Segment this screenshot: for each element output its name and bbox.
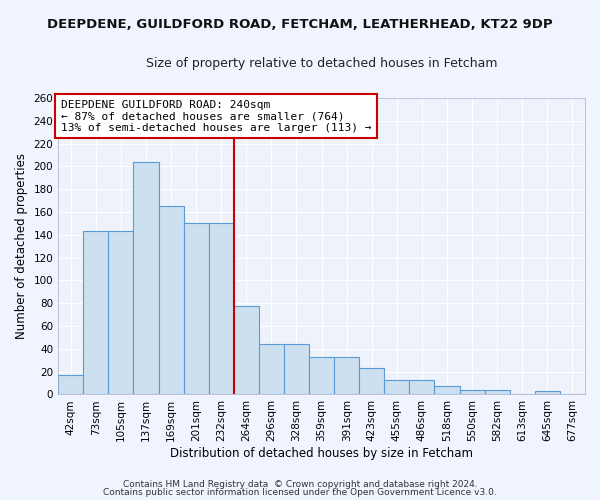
Bar (209, 224, 234, 394)
Bar (309, 357, 334, 395)
Y-axis label: Number of detached properties: Number of detached properties (15, 154, 28, 340)
Bar (234, 306, 259, 394)
Text: Contains HM Land Registry data  © Crown copyright and database right 2024.: Contains HM Land Registry data © Crown c… (122, 480, 478, 489)
Bar (133, 162, 158, 394)
Bar (460, 390, 485, 394)
Bar (109, 232, 133, 394)
Bar (83, 232, 109, 394)
X-axis label: Distribution of detached houses by size in Fetcham: Distribution of detached houses by size … (170, 447, 473, 460)
Text: DEEPDENE GUILDFORD ROAD: 240sqm
← 87% of detached houses are smaller (764)
13% o: DEEPDENE GUILDFORD ROAD: 240sqm ← 87% of… (61, 100, 371, 132)
Text: DEEPDENE, GUILDFORD ROAD, FETCHAM, LEATHERHEAD, KT22 9DP: DEEPDENE, GUILDFORD ROAD, FETCHAM, LEATH… (47, 18, 553, 30)
Text: Contains public sector information licensed under the Open Government Licence v3: Contains public sector information licen… (103, 488, 497, 497)
Bar (259, 344, 284, 395)
Title: Size of property relative to detached houses in Fetcham: Size of property relative to detached ho… (146, 58, 497, 70)
Bar (385, 380, 409, 394)
Bar (409, 380, 434, 394)
Bar (334, 357, 359, 395)
Bar (535, 391, 560, 394)
Bar (485, 390, 510, 394)
Bar (58, 375, 83, 394)
Bar (434, 386, 460, 394)
Bar (284, 344, 309, 395)
Bar (184, 224, 209, 394)
Bar (359, 368, 385, 394)
Bar (158, 206, 184, 394)
